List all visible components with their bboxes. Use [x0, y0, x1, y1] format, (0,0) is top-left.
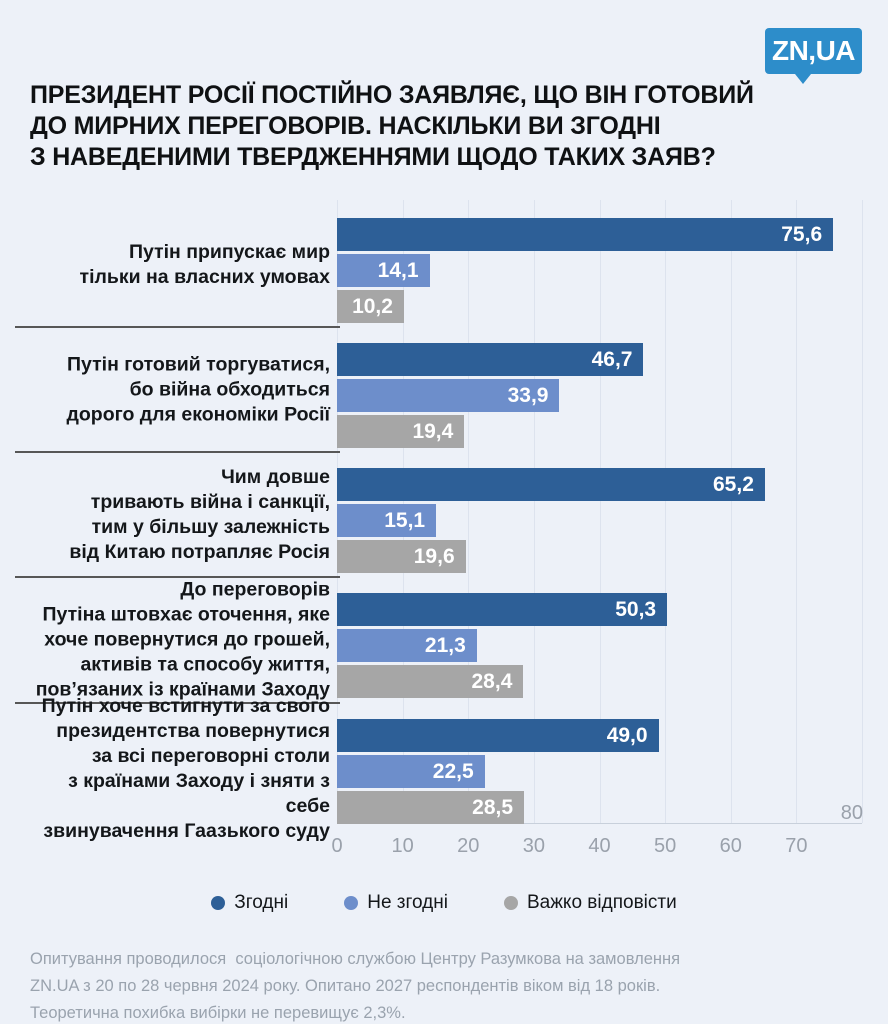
group-separator — [15, 702, 340, 704]
axis-tick-label: 70 — [785, 835, 808, 857]
chart-group: До переговорів Путіна штовхає оточення, … — [0, 577, 888, 702]
gridline — [796, 200, 798, 823]
legend-item-hard-to-say: Важко відповісти — [503, 892, 677, 914]
bar-value-label: 65,2 — [713, 472, 754, 496]
bar-stack: 65,2 15,1 19,6 — [337, 468, 862, 576]
legend-item-agree: Згодні — [211, 892, 288, 914]
bar-hard-to-say: 10,2 — [337, 290, 404, 323]
gridline — [468, 200, 470, 823]
bar-agree: 75,6 — [337, 218, 834, 251]
axis-tick-label-max: 80 — [840, 802, 863, 824]
bar-agree: 65,2 — [337, 468, 765, 501]
bar-agree: 49,0 — [337, 719, 659, 752]
legend-label: Не згодні — [367, 892, 448, 913]
legend-item-disagree: Не згодні — [344, 892, 448, 914]
bar-disagree: 15,1 — [337, 504, 437, 537]
page-title: ПРЕЗИДЕНТ РОСІЇ ПОСТІЙНО ЗАЯВЛЯЄ, ЩО ВІН… — [30, 81, 754, 171]
bar-value-label: 19,4 — [412, 419, 454, 443]
bar-hard-to-say: 19,6 — [337, 540, 466, 573]
legend-dot-icon — [503, 896, 518, 910]
gridline — [730, 200, 732, 823]
znua-logo: ZN,UA — [765, 28, 862, 84]
bar-stack: 49,0 22,5 28,5 — [337, 719, 862, 827]
category-label: Путін хоче встигнути за свого президентс… — [41, 694, 330, 842]
bar-value-label: 10,2 — [352, 294, 393, 318]
gridline — [862, 200, 863, 823]
group-separator — [15, 451, 340, 453]
chart-group: Путін хоче встигнути за свого президентс… — [0, 695, 888, 842]
bar-value-label: 21,3 — [424, 633, 466, 657]
axis-tick-label: 10 — [391, 835, 414, 857]
methodology-note: Опитування проводилося соціологічною слу… — [30, 950, 681, 1022]
axis-tick-label: 40 — [588, 835, 611, 857]
bar-hard-to-say: 28,5 — [337, 791, 525, 824]
bar-value-label: 22,5 — [432, 759, 474, 783]
bar-value-label: 28,4 — [471, 669, 513, 693]
bar-disagree: 33,9 — [337, 379, 560, 412]
bar-disagree: 22,5 — [337, 755, 485, 788]
axis-tick-label: 50 — [654, 835, 677, 857]
bar-disagree: 14,1 — [337, 254, 430, 287]
bar-value-label: 15,1 — [384, 508, 426, 532]
category-label: Чим довше тривають війна і санкції, тим … — [69, 465, 330, 563]
bar-agree: 46,7 — [337, 343, 644, 376]
bar-stack: 50,3 21,3 28,4 — [337, 593, 862, 701]
gridline — [599, 200, 601, 823]
bar-disagree: 21,3 — [337, 629, 477, 662]
chart-group: Путін готовий торгуватися, бо війна обхо… — [0, 327, 888, 452]
bar-value-label: 49,0 — [606, 723, 648, 747]
znua-logo-text: ZN,UA — [771, 35, 856, 66]
axis-tick-label: 60 — [719, 835, 742, 857]
legend-label: Важко відповісти — [526, 892, 677, 913]
chart-group: Путін припускає мир тільки на власних ум… — [0, 202, 888, 327]
bar-value-label: 50,3 — [615, 597, 657, 621]
gridline — [665, 200, 667, 823]
chart-group: Чим довше тривають війна і санкції, тим … — [0, 452, 888, 577]
bar-value-label: 28,5 — [472, 795, 514, 819]
bar-hard-to-say: 19,4 — [337, 415, 465, 448]
category-label: До переговорів Путіна штовхає оточення, … — [35, 578, 330, 700]
x-axis: 0 10 20 30 40 50 60 70 — [331, 835, 862, 859]
bar-value-label: 46,7 — [591, 347, 633, 371]
legend-label: Згодні — [234, 892, 289, 913]
axis-tick-label: 30 — [522, 835, 545, 857]
gridline — [533, 200, 535, 823]
legend-dot-icon — [344, 896, 359, 910]
group-separator — [15, 576, 340, 578]
bar-value-label: 19,6 — [413, 544, 455, 568]
legend-dot-icon — [211, 896, 226, 910]
bar-value-label: 33,9 — [507, 383, 549, 407]
bar-value-label: 75,6 — [781, 222, 823, 246]
group-separator — [15, 326, 340, 328]
bar-stack: 75,6 14,1 10,2 — [337, 218, 862, 326]
category-label: Путін готовий торгуватися, бо війна обхо… — [66, 353, 331, 425]
category-label: Путін припускає мир тільки на власних ум… — [79, 240, 330, 288]
bar-value-label: 14,1 — [377, 258, 419, 282]
axis-tick-label: 0 — [331, 835, 343, 857]
chart-legend: Згодні Не згодні Важко відповісти — [0, 892, 888, 914]
axis-tick-label: 20 — [457, 835, 480, 857]
bar-stack: 46,7 33,9 19,4 — [337, 343, 862, 451]
bar-agree: 50,3 — [337, 593, 668, 626]
bar-hard-to-say: 28,4 — [337, 665, 524, 698]
